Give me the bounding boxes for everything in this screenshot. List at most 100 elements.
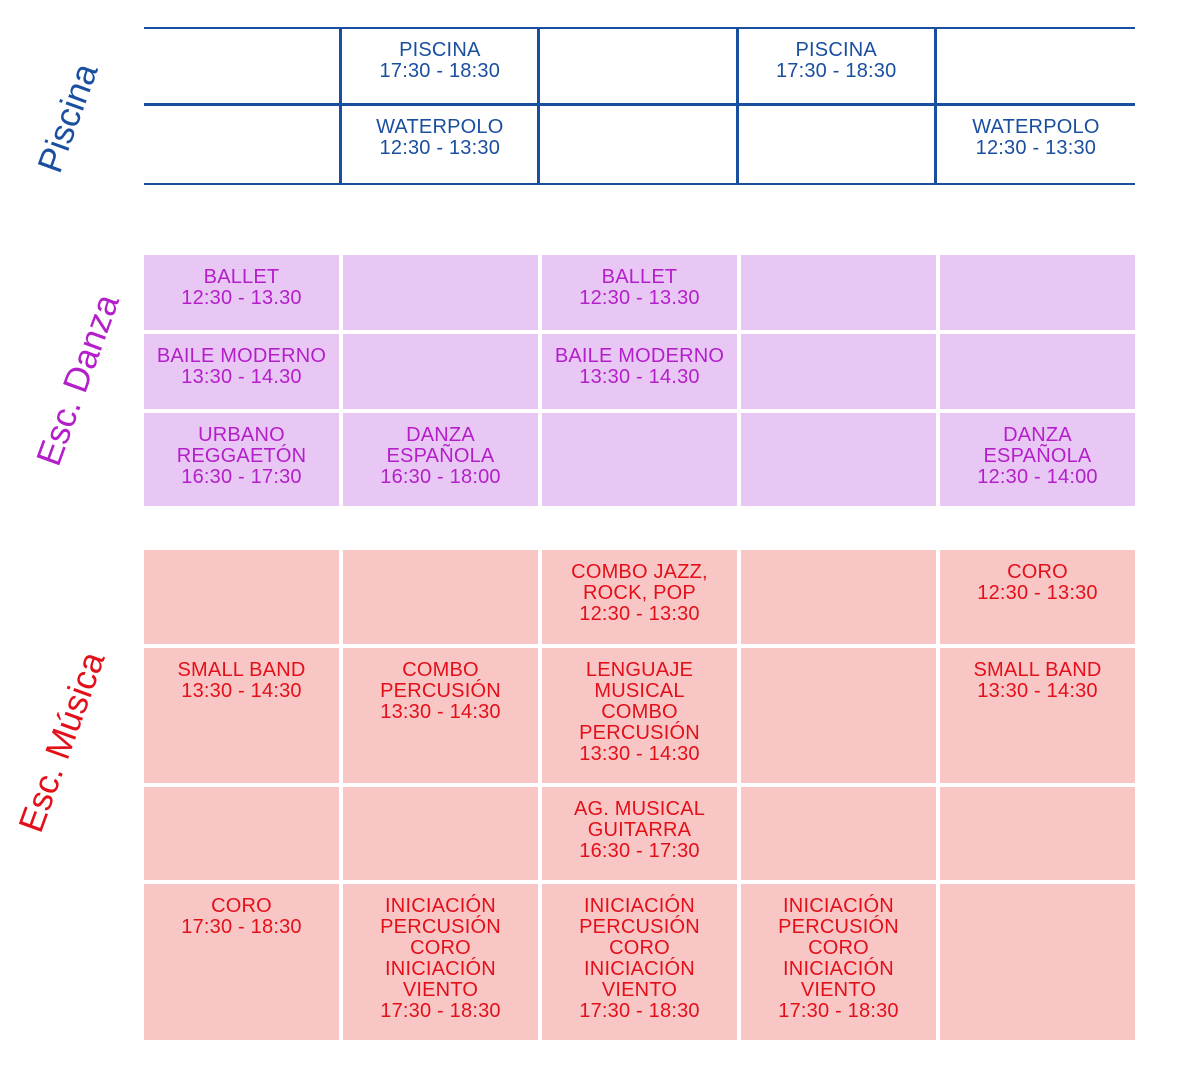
schedule-cell-line: SMALL BAND [177, 659, 306, 681]
schedule-cell-line: VIENTO [601, 979, 678, 1001]
schedule-cell-line: 16:30 - 18:00 [380, 466, 501, 488]
schedule-cell-line: PISCINA [399, 39, 481, 61]
schedule-cell-line: 13:30 - 14.30 [579, 366, 700, 388]
schedule-cell-line: VIENTO [402, 979, 479, 1001]
empty-schedule-cell [741, 255, 936, 330]
empty-schedule-cell [739, 106, 937, 183]
schedule-cell-line: PERCUSIÓN [380, 680, 501, 702]
schedule-cell-line: INICIACIÓN [584, 958, 695, 980]
schedule-cell: PISCINA 17:30 - 18:30 [342, 29, 541, 106]
schedule-cell-line: INICIACIÓN [385, 895, 496, 917]
schedule-cell: BAILE MODERNO 13:30 - 14.30 [542, 334, 737, 409]
empty-schedule-cell [741, 787, 936, 880]
empty-schedule-cell [144, 106, 343, 183]
schedule-cell-line: 13:30 - 14:30 [579, 743, 700, 765]
schedule-cell: CORO 17:30 - 18:30 [144, 884, 339, 1040]
schedule-cell: LENGUAJE MUSICAL COMBO PERCUSIÓN 13:30 - 14:… [542, 648, 737, 783]
schedule-cell-line: 13:30 - 14:30 [380, 701, 501, 723]
empty-schedule-cell [343, 550, 538, 644]
schedule-cell-line: BAILE MODERNO [156, 345, 327, 367]
empty-schedule-cell [741, 413, 936, 506]
empty-schedule-cell [343, 334, 538, 409]
schedule-cell-line: ESPAÑOLA [386, 445, 495, 467]
schedule-cell-line: 12:30 - 13:30 [379, 137, 501, 159]
schedule-cell-line: GUITARRA [587, 819, 692, 841]
schedule-cell-line: PERCUSIÓN [579, 916, 700, 938]
empty-schedule-cell [144, 29, 343, 106]
schedule-cell: INICIACIÓN PERCUSIÓN CORO INICIACIÓN VIENTO 1… [741, 884, 936, 1040]
schedule-cell: BALLET 12:30 - 13.30 [144, 255, 339, 330]
schedule-cell-line: 17:30 - 18:30 [380, 1000, 501, 1022]
schedule-cell-line: WATERPOLO [376, 116, 504, 138]
empty-schedule-cell [940, 787, 1135, 880]
schedule-cell-line: PERCUSIÓN [778, 916, 899, 938]
schedule-cell-line: BALLET [601, 266, 678, 288]
empty-schedule-cell [741, 550, 936, 644]
empty-schedule-cell [144, 787, 339, 880]
empty-schedule-cell [542, 413, 737, 506]
empty-schedule-cell [144, 550, 339, 644]
schedule-cell-line: LENGUAJE [585, 659, 694, 681]
schedule-cell-line: SMALL BAND [973, 659, 1102, 681]
empty-schedule-cell [540, 29, 739, 106]
schedule-cell-line: CORO [211, 895, 272, 917]
schedule-cell-line: PISCINA [795, 39, 877, 61]
schedule-cell-line: PERCUSIÓN [579, 722, 700, 744]
schedule-cell-line: 17:30 - 18:30 [181, 916, 302, 938]
schedule-cell-line: 12:30 - 13:30 [975, 137, 1097, 159]
schedule-cell-line: COMBO JAZZ, [571, 561, 708, 583]
schedule-cell: DANZA ESPAÑOLA 16:30 - 18:00 [343, 413, 538, 506]
schedule-cell-line: CORO [808, 937, 869, 959]
schedule-cell-line: 13:30 - 14:30 [181, 680, 302, 702]
schedule-cell: WATERPOLO 12:30 - 13:30 [342, 106, 541, 183]
schedule-cell: AG. MUSICAL GUITARRA 16:30 - 17:30 [542, 787, 737, 880]
schedule-cell-line: 16:30 - 17:30 [579, 840, 700, 862]
schedule-cell-line: 17:30 - 18:30 [778, 1000, 899, 1022]
schedule-cell-line: 17:30 - 18:30 [579, 1000, 700, 1022]
schedule-cell-line: 17:30 - 18:30 [379, 60, 501, 82]
schedule-cell-line: BAILE MODERNO [554, 345, 725, 367]
schedule-cell: WATERPOLO 12:30 - 13:30 [937, 106, 1135, 183]
empty-schedule-cell [936, 29, 1135, 106]
empty-schedule-cell [940, 255, 1135, 330]
schedule-cell-line: COMBO [601, 701, 678, 723]
schedule-cell-line: CORO [609, 937, 670, 959]
schedule-cell: INICIACIÓN PERCUSIÓN CORO INICIACIÓN VIENTO 1… [542, 884, 737, 1040]
schedule-cell-line: REGGAETÓN [176, 445, 307, 467]
schedule-cell-line: 16:30 - 17:30 [181, 466, 302, 488]
schedule-cell-line: 12:30 - 13.30 [181, 287, 302, 309]
empty-schedule-cell [343, 787, 538, 880]
section-label-musica: Esc. Música [11, 646, 113, 838]
danza-schedule-grid: BALLET 12:30 - 13.30 BALLET 12:30 - 13.30 BA… [144, 255, 1135, 506]
schedule-cell: SMALL BAND 13:30 - 14:30 [144, 648, 339, 783]
empty-schedule-cell [540, 106, 739, 183]
schedule-cell-line: 12:30 - 13:30 [579, 603, 700, 625]
schedule-cell-line: MUSICAL [594, 680, 685, 702]
schedule-cell: COMBO PERCUSIÓN 13:30 - 14:30 [343, 648, 538, 783]
schedule-cell: COMBO JAZZ, ROCK, POP 12:30 - 13:30 [542, 550, 737, 644]
schedule-cell-line: 13:30 - 14:30 [977, 680, 1098, 702]
schedule-cell: SMALL BAND 13:30 - 14:30 [940, 648, 1135, 783]
piscina-schedule-grid: PISCINA 17:30 - 18:30 PISCINA 17:30 - 18:30… [144, 27, 1135, 185]
schedule-cell-line: BALLET [203, 266, 280, 288]
schedule-cell-line: URBANO [198, 424, 285, 446]
section-label-piscina: Piscina [30, 58, 106, 178]
schedule-cell-line: WATERPOLO [972, 116, 1100, 138]
section-label-danza: Esc. Danza [29, 289, 127, 471]
schedule-cell-line: VIENTO [800, 979, 877, 1001]
schedule-cell-line: 12:30 - 13.30 [579, 287, 700, 309]
schedule-cell-line: COMBO [402, 659, 479, 681]
schedule-cell-line: INICIACIÓN [584, 895, 695, 917]
schedule-cell-line: CORO [1007, 561, 1068, 583]
empty-schedule-cell [940, 334, 1135, 409]
empty-schedule-cell [741, 648, 936, 783]
schedule-cell: URBANO REGGAETÓN 16:30 - 17:30 [144, 413, 339, 506]
schedule-cell: CORO 12:30 - 13:30 [940, 550, 1135, 644]
schedule-cell: BALLET 12:30 - 13.30 [542, 255, 737, 330]
empty-schedule-cell [741, 334, 936, 409]
empty-schedule-cell [940, 884, 1135, 1040]
schedule-cell-line: PERCUSIÓN [380, 916, 501, 938]
schedule-cell-line: 12:30 - 13:30 [977, 582, 1098, 604]
schedule-cell: DANZA ESPAÑOLA 12:30 - 14:00 [940, 413, 1135, 506]
musica-schedule-grid: COMBO JAZZ, ROCK, POP 12:30 - 13:30 CORO 12:… [144, 550, 1135, 1040]
